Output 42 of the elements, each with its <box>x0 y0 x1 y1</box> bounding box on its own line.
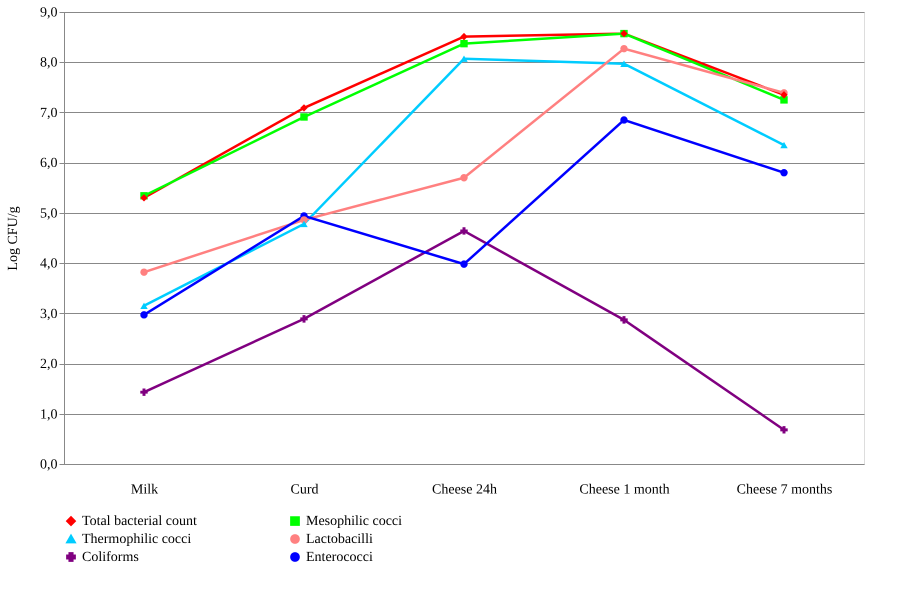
point <box>620 316 628 324</box>
y-tick-label: 4,0 <box>40 256 58 272</box>
x-tick-label: Cheese 24h <box>432 482 497 498</box>
legend-label: Total bacterial count <box>82 514 197 530</box>
legend-label: Coliforms <box>82 550 139 565</box>
y-tick-label: 5,0 <box>40 206 58 222</box>
y-tick-label: 2,0 <box>40 357 58 372</box>
point <box>460 55 468 62</box>
x-tick-label: Curd <box>290 482 318 498</box>
point <box>300 315 308 323</box>
point <box>460 40 468 48</box>
y-tick-label: 6,0 <box>40 156 58 172</box>
point <box>780 169 788 176</box>
point <box>140 302 148 310</box>
point <box>460 260 468 268</box>
y-tick-label: 0,0 <box>40 458 58 472</box>
y-tick-label: 1,0 <box>40 407 58 422</box>
point <box>460 174 468 182</box>
point <box>620 44 628 52</box>
point <box>460 227 468 235</box>
point <box>140 311 148 319</box>
legend-label: Lactobacilli <box>306 532 373 547</box>
point <box>300 104 308 112</box>
x-tick-label: Milk <box>130 482 158 498</box>
point <box>300 220 308 228</box>
point <box>620 60 628 67</box>
x-tick-label: Cheese 1 month <box>579 482 670 498</box>
point <box>780 426 788 434</box>
point <box>460 32 468 40</box>
point <box>140 268 148 276</box>
legend-label: Thermophilic cocci <box>82 532 192 547</box>
y-tick-label: 7,0 <box>40 106 58 121</box>
y-tick-label: 8,0 <box>40 56 58 71</box>
y-tick-label: 9,0 <box>40 6 58 20</box>
point <box>620 116 628 124</box>
legend-label: Mesophilic cocci <box>306 514 402 530</box>
y-axis-title: Log CFU/g <box>6 206 21 271</box>
point <box>140 388 148 396</box>
legend-label: Enterococci <box>306 550 373 565</box>
y-tick-label: 3,0 <box>40 306 58 322</box>
point <box>780 142 788 148</box>
x-tick-label: Cheese 7 months <box>736 482 832 498</box>
